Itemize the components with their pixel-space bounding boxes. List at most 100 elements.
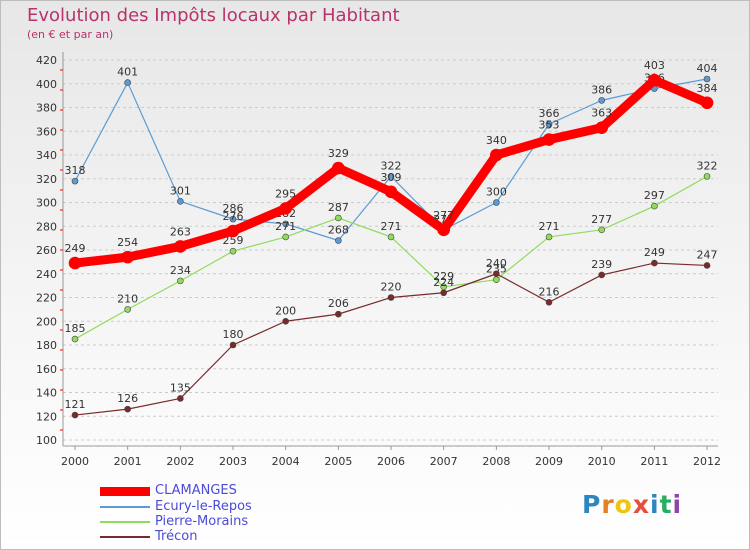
legend-label: Trécon bbox=[155, 529, 198, 544]
data-point bbox=[335, 214, 342, 222]
data-point bbox=[648, 73, 661, 87]
data-label: 301 bbox=[170, 184, 191, 197]
data-label: 297 bbox=[644, 189, 665, 202]
y-tick-label: 160 bbox=[36, 363, 57, 376]
legend-swatch bbox=[100, 521, 150, 523]
data-point bbox=[177, 198, 184, 205]
data-label: 287 bbox=[328, 201, 349, 214]
y-tick-label: 320 bbox=[36, 173, 57, 186]
data-label: 363 bbox=[591, 107, 612, 120]
data-label: 268 bbox=[328, 224, 349, 237]
x-tick-label: 2001 bbox=[114, 455, 142, 468]
data-point bbox=[121, 250, 134, 264]
data-point bbox=[71, 335, 79, 343]
series-line bbox=[74, 175, 708, 340]
y-tick-label: 340 bbox=[36, 149, 57, 162]
legend-item: Ecury-le-Repos bbox=[100, 500, 252, 514]
logo-letter: o bbox=[614, 490, 633, 519]
data-label: 322 bbox=[381, 159, 402, 172]
data-label: 295 bbox=[275, 187, 296, 200]
x-tick-label: 2000 bbox=[61, 455, 89, 468]
y-tick-label: 260 bbox=[36, 244, 57, 257]
data-label: 210 bbox=[117, 292, 138, 305]
data-label: 235 bbox=[486, 263, 507, 276]
x-tick-label: 2012 bbox=[693, 455, 721, 468]
legend-swatch bbox=[100, 536, 150, 538]
logo-letter: t bbox=[659, 490, 673, 519]
data-label: 254 bbox=[117, 236, 138, 249]
logo-letter: i bbox=[650, 490, 660, 519]
data-label: 271 bbox=[381, 220, 402, 233]
data-label: 271 bbox=[275, 220, 296, 233]
data-label: 404 bbox=[697, 62, 718, 75]
y-tick-label: 140 bbox=[36, 387, 57, 400]
x-tick-label: 2010 bbox=[588, 455, 616, 468]
legend-label: CLAMANGES bbox=[155, 483, 237, 498]
data-point bbox=[598, 271, 606, 279]
data-point bbox=[332, 161, 345, 175]
y-tick-label: 380 bbox=[36, 102, 57, 115]
data-point bbox=[279, 202, 292, 215]
data-point bbox=[335, 310, 342, 318]
logo-letter: x bbox=[632, 490, 650, 519]
y-tick-label: 300 bbox=[36, 197, 57, 210]
x-tick-label: 2011 bbox=[640, 455, 668, 468]
data-point bbox=[282, 220, 289, 228]
data-point bbox=[177, 395, 184, 402]
data-point bbox=[387, 233, 395, 241]
series-tr-con: 121 126 135 180 200 206 220 224 240 216 239 249 247 bbox=[65, 246, 718, 419]
y-tick-label: 360 bbox=[36, 125, 57, 138]
data-point bbox=[598, 226, 606, 234]
series-pierre-morains: 185 210 234 259 271 287 271 229 235 271 277 297 322 bbox=[65, 159, 718, 343]
x-tick-label: 2007 bbox=[430, 455, 458, 468]
data-point bbox=[703, 173, 711, 180]
data-point bbox=[490, 148, 503, 162]
data-label: 318 bbox=[65, 164, 86, 177]
data-label: 340 bbox=[486, 134, 507, 147]
data-point bbox=[651, 259, 658, 267]
data-point bbox=[71, 177, 79, 185]
data-point bbox=[174, 240, 187, 253]
data-label: 216 bbox=[539, 285, 560, 298]
x-tick-label: 2002 bbox=[166, 455, 194, 468]
y-tick-label: 280 bbox=[36, 220, 57, 233]
y-tick-label: 180 bbox=[36, 339, 57, 352]
data-point bbox=[229, 247, 237, 255]
data-label: 220 bbox=[381, 281, 402, 294]
data-point bbox=[440, 289, 447, 297]
legend-item: Pierre-Morains bbox=[100, 515, 248, 529]
chart-title: Evolution des Impôts locaux par Habitant bbox=[27, 5, 400, 26]
data-label: 353 bbox=[539, 119, 560, 132]
data-label: 322 bbox=[697, 159, 718, 172]
data-point bbox=[229, 341, 237, 349]
data-label: 135 bbox=[170, 381, 191, 394]
chart-subtitle: (en € et par an) bbox=[27, 28, 114, 41]
legend-label: Pierre-Morains bbox=[155, 514, 249, 529]
logo-letter: P bbox=[582, 490, 602, 519]
data-point bbox=[437, 223, 450, 237]
data-point bbox=[545, 233, 553, 241]
data-point bbox=[703, 262, 711, 269]
data-point bbox=[384, 185, 398, 199]
x-tick-label: 2003 bbox=[219, 455, 247, 468]
data-label: 200 bbox=[275, 304, 296, 317]
data-point bbox=[335, 237, 342, 244]
data-label: 229 bbox=[433, 270, 454, 283]
data-point bbox=[226, 224, 240, 238]
legend-item: CLAMANGES bbox=[100, 484, 237, 498]
data-label: 121 bbox=[65, 398, 86, 411]
y-tick-label: 420 bbox=[36, 54, 57, 67]
data-label: 276 bbox=[223, 210, 244, 223]
y-tick-label: 240 bbox=[36, 268, 57, 281]
y-tick-label: 120 bbox=[36, 410, 57, 423]
series-ecury-le-repos: 318401301286282268322277300366386396404 bbox=[65, 62, 718, 244]
x-tick-label: 2009 bbox=[535, 455, 563, 468]
data-label: 249 bbox=[644, 246, 665, 259]
proxiti-logo: Proxiti bbox=[582, 490, 682, 519]
legend-swatch bbox=[100, 486, 150, 496]
data-label: 126 bbox=[117, 392, 138, 405]
data-label: 329 bbox=[328, 147, 349, 160]
data-point bbox=[598, 97, 606, 104]
